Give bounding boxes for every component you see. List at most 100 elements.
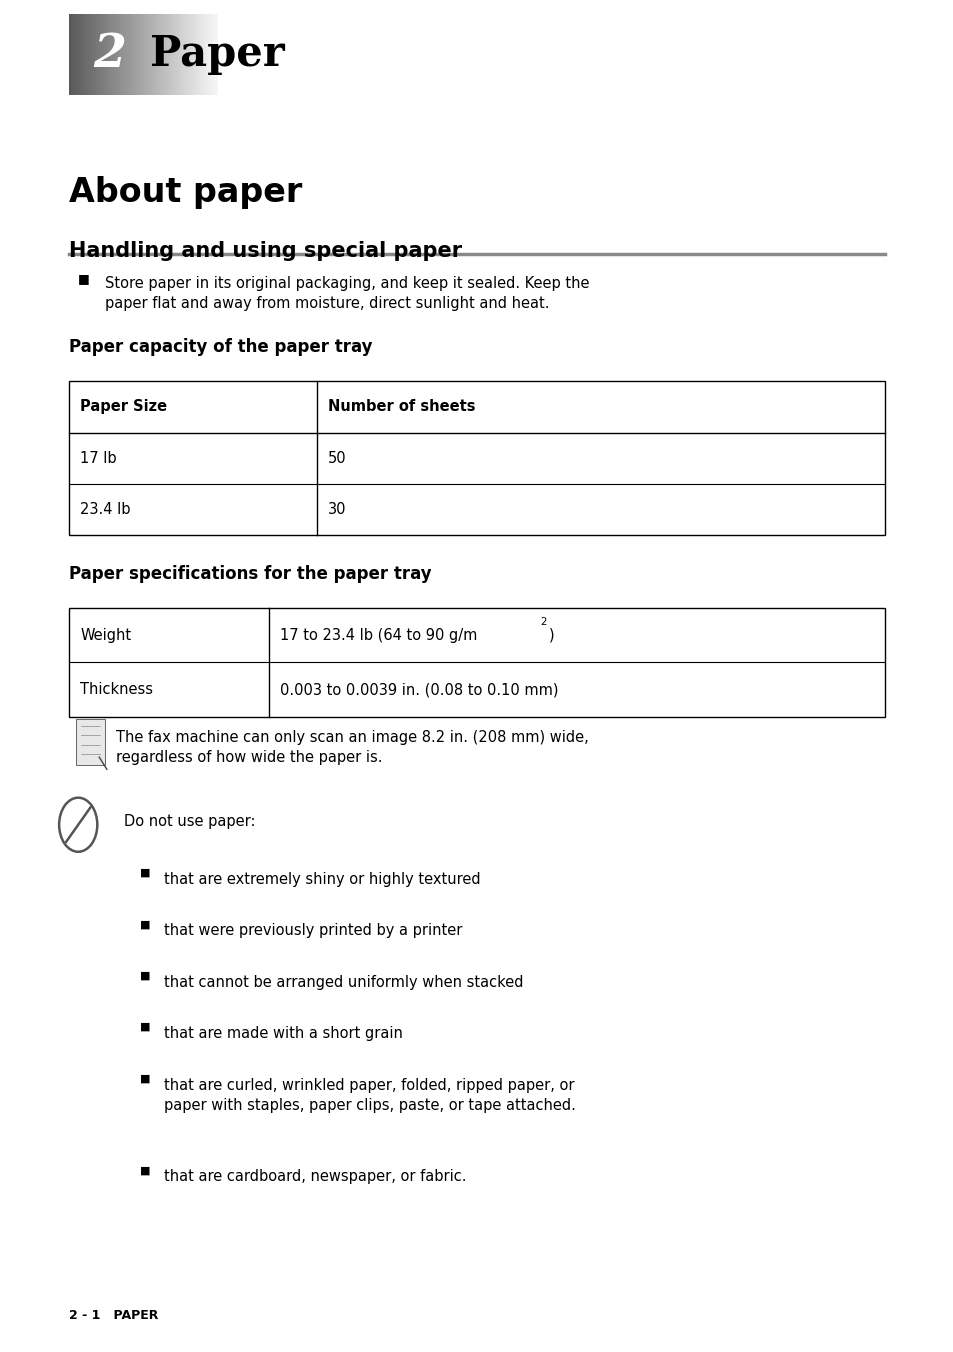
Bar <box>104 14 107 95</box>
Text: that are extremely shiny or highly textured: that are extremely shiny or highly textu… <box>164 872 480 887</box>
Bar <box>137 14 140 95</box>
Bar <box>80 14 83 95</box>
Bar <box>139 14 142 95</box>
Bar <box>148 14 151 95</box>
Bar <box>205 14 208 95</box>
Text: 2: 2 <box>93 31 127 77</box>
Bar <box>92 14 95 95</box>
Bar <box>167 14 170 95</box>
Bar <box>161 14 164 95</box>
Text: 23.4 lb: 23.4 lb <box>80 502 131 518</box>
Text: ■: ■ <box>140 1022 151 1032</box>
Bar <box>126 14 129 95</box>
Text: that are made with a short grain: that are made with a short grain <box>164 1026 402 1041</box>
Bar <box>196 14 199 95</box>
Bar <box>124 14 127 95</box>
Bar <box>69 381 884 535</box>
Bar <box>74 14 77 95</box>
Text: ■: ■ <box>140 919 151 929</box>
Bar <box>116 14 119 95</box>
Bar <box>153 14 156 95</box>
Bar <box>171 14 173 95</box>
Bar <box>87 14 90 95</box>
Bar <box>72 14 75 95</box>
Text: Store paper in its original packaging, and keep it sealed. Keep the
paper flat a: Store paper in its original packaging, a… <box>105 276 589 311</box>
Bar <box>159 14 162 95</box>
Bar <box>132 14 134 95</box>
Text: Paper: Paper <box>150 32 284 76</box>
Bar <box>112 14 113 95</box>
Bar <box>165 14 168 95</box>
Bar <box>71 14 73 95</box>
Bar <box>128 14 131 95</box>
Bar <box>130 14 132 95</box>
Bar <box>114 14 117 95</box>
Bar <box>185 14 188 95</box>
Text: ■: ■ <box>140 1073 151 1083</box>
Text: Paper Size: Paper Size <box>80 399 167 415</box>
Bar <box>133 14 136 95</box>
Bar <box>187 14 190 95</box>
Bar <box>194 14 197 95</box>
Text: Weight: Weight <box>80 627 132 644</box>
Bar <box>152 14 154 95</box>
Bar <box>120 14 123 95</box>
Bar <box>118 14 121 95</box>
Bar <box>179 14 182 95</box>
Bar <box>150 14 152 95</box>
Bar <box>155 14 158 95</box>
Text: 30: 30 <box>328 502 346 518</box>
Bar <box>202 14 204 95</box>
Bar <box>143 14 145 95</box>
Bar <box>89 14 91 95</box>
Text: 0.003 to 0.0039 in. (0.08 to 0.10 mm): 0.003 to 0.0039 in. (0.08 to 0.10 mm) <box>280 681 558 698</box>
Bar <box>91 14 93 95</box>
Bar <box>144 14 147 95</box>
Bar <box>163 14 166 95</box>
Bar <box>135 14 138 95</box>
Bar <box>198 14 201 95</box>
Text: Paper specifications for the paper tray: Paper specifications for the paper tray <box>69 565 431 583</box>
Bar <box>157 14 160 95</box>
Text: ■: ■ <box>140 868 151 877</box>
Bar <box>76 719 105 765</box>
Bar <box>181 14 184 95</box>
Text: ■: ■ <box>140 971 151 980</box>
Bar <box>175 14 178 95</box>
Bar <box>122 14 125 95</box>
Bar <box>76 14 79 95</box>
Bar <box>211 14 213 95</box>
Bar <box>100 14 103 95</box>
Bar <box>102 14 105 95</box>
Text: Do not use paper:: Do not use paper: <box>124 814 255 829</box>
Text: that cannot be arranged uniformly when stacked: that cannot be arranged uniformly when s… <box>164 975 523 990</box>
Bar <box>85 14 88 95</box>
Bar <box>110 14 112 95</box>
Bar <box>96 14 99 95</box>
Bar <box>172 14 174 95</box>
Text: that are curled, wrinkled paper, folded, ripped paper, or
paper with staples, pa: that are curled, wrinkled paper, folded,… <box>164 1078 576 1113</box>
Bar <box>191 14 193 95</box>
Bar <box>108 14 111 95</box>
Bar <box>207 14 210 95</box>
Bar <box>213 14 215 95</box>
Bar <box>193 14 195 95</box>
Bar <box>200 14 202 95</box>
Text: Number of sheets: Number of sheets <box>328 399 476 415</box>
Bar <box>214 14 217 95</box>
Bar <box>98 14 101 95</box>
Bar <box>83 14 86 95</box>
Bar <box>94 14 97 95</box>
Bar <box>183 14 186 95</box>
Bar <box>169 14 172 95</box>
Bar <box>177 14 180 95</box>
Bar <box>112 14 115 95</box>
Text: 2 - 1   PAPER: 2 - 1 PAPER <box>69 1309 158 1322</box>
Text: 17 to 23.4 lb (64 to 90 g/m: 17 to 23.4 lb (64 to 90 g/m <box>280 627 477 644</box>
Text: ): ) <box>548 627 554 644</box>
Bar <box>209 14 212 95</box>
Bar <box>106 14 109 95</box>
Text: 50: 50 <box>328 450 347 466</box>
Text: ■: ■ <box>78 272 90 285</box>
Bar <box>82 14 84 95</box>
